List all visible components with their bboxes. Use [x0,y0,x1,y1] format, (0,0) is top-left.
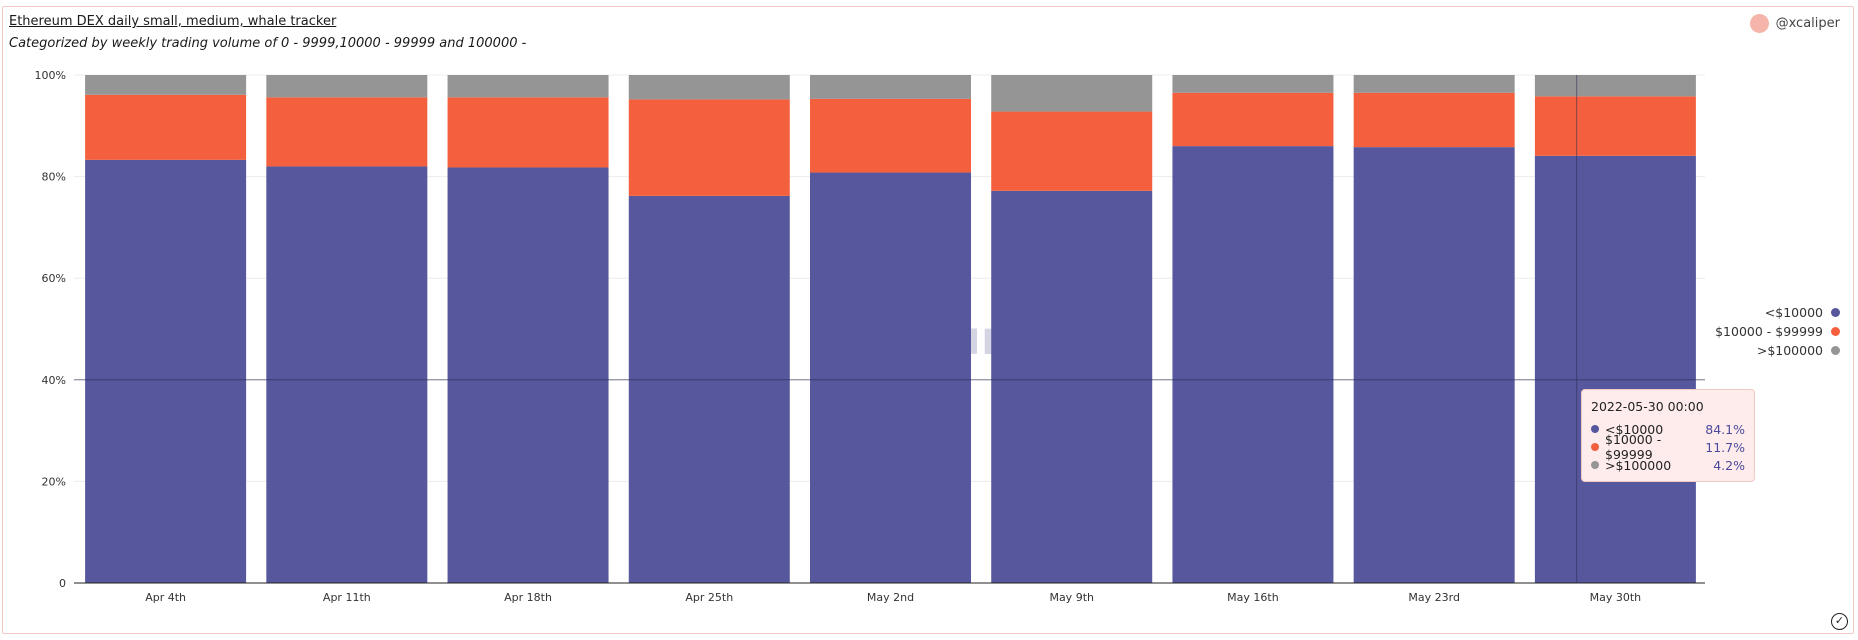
tooltip-row: $10000 - $99999 11.7% [1591,432,1745,462]
bar-segment [991,190,1153,583]
legend-item[interactable]: >$100000 [1715,341,1840,360]
x-tick-label: May 2nd [867,591,914,604]
bar-segment [628,195,790,584]
bar-segment [1172,92,1334,147]
bar-segment [447,75,609,98]
legend-label: <$10000 [1764,305,1823,320]
tooltip-dot-icon [1591,425,1599,433]
bar-segment [628,75,790,100]
legend-dot-icon [1831,346,1840,355]
bar-segment [991,75,1153,112]
avatar [1749,14,1769,33]
legend-item[interactable]: <$10000 [1715,303,1840,322]
bar-segment [1534,75,1696,97]
y-tick-label: 40% [42,374,66,387]
bar-segment [810,75,971,99]
x-tick-label: Apr 4th [145,591,186,604]
author-name: @xcaliper [1775,16,1840,31]
chart-subtitle: Categorized by weekly trading volume of … [9,36,527,51]
x-tick-label: Apr 25th [685,591,733,604]
x-tick-label: May 16th [1227,591,1279,604]
x-tick-label: May 9th [1049,591,1094,604]
hover-tooltip: 2022-05-30 00:00 <$10000 84.1% $10000 - $9… [1581,389,1755,482]
bar-segment [1353,75,1515,93]
tooltip-dot-icon [1591,461,1599,469]
bar-segment [810,172,971,583]
legend-label: >$100000 [1756,343,1823,358]
x-tick-label: May 30th [1590,591,1642,604]
legend-dot-icon [1831,327,1840,336]
y-tick-label: 0 [59,577,66,590]
x-tick-label: Apr 11th [323,591,371,604]
bar-segment [810,98,971,173]
tooltip-title: 2022-05-30 00:00 [1591,399,1704,414]
bar-segment [1534,155,1696,583]
tooltip-row-value: 84.1% [1705,421,1745,437]
bar-segment [1172,75,1334,93]
tooltip-row: >$100000 4.2% [1591,456,1745,474]
bar-segment [991,111,1153,191]
bar-segment [1534,96,1696,156]
tooltip-dot-icon [1591,443,1599,451]
bar-segment [1353,92,1515,148]
legend: <$10000 $10000 - $99999 >$100000 [1715,303,1840,360]
bar-segment [266,166,428,583]
bar-segment [266,75,428,98]
bar-segment [447,167,609,583]
bar-segment [85,159,247,583]
y-tick-label: 100% [35,69,66,82]
bar-segment [1172,146,1334,583]
tooltip-row-label: $10000 - $99999 [1605,432,1662,462]
x-tick-label: May 23rd [1408,591,1460,604]
chart-title[interactable]: Ethereum DEX daily small, medium, whale … [9,14,337,29]
legend-item[interactable]: $10000 - $99999 [1715,322,1840,341]
tooltip-row-label: <$10000 [1605,421,1664,437]
tooltip-row-value: 11.7% [1705,439,1745,455]
bar-segment [447,97,609,168]
legend-dot-icon [1831,308,1840,317]
tooltip-row-label: >$100000 [1605,457,1672,473]
check-circle-icon[interactable]: ✓ [1831,613,1848,630]
legend-label: $10000 - $99999 [1715,324,1823,339]
tooltip-row-value: 4.2% [1713,457,1745,473]
y-tick-label: 20% [42,475,66,488]
x-tick-label: Apr 18th [504,591,552,604]
bar-segment [266,97,428,167]
tooltip-row: <$10000 84.1% [1591,420,1745,438]
bar-segment [1353,147,1515,584]
bar-segment [85,75,247,95]
author-badge[interactable]: @xcaliper [1749,14,1840,33]
bar-segment [85,94,247,160]
bar-segment [628,99,790,196]
y-tick-label: 60% [42,272,66,285]
y-tick-label: 80% [42,171,66,184]
